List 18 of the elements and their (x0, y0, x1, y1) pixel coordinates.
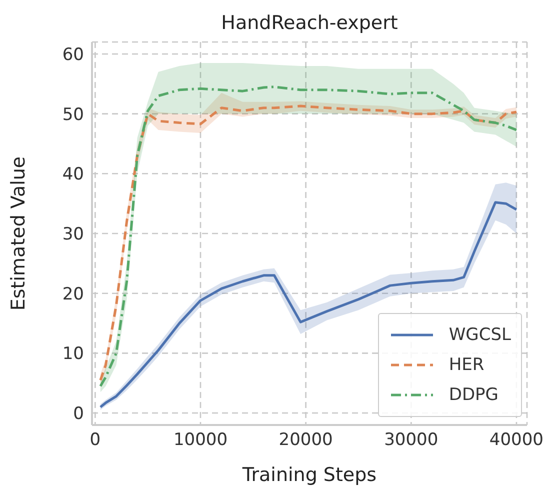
x-axis-title: Training Steps (241, 464, 377, 486)
x-tick-label: 20000 (278, 430, 333, 450)
x-tick-label: 10000 (173, 430, 228, 450)
x-tick-label: 0 (90, 430, 101, 450)
y-tick-label: 20 (62, 284, 84, 304)
y-axis-title: Estimated Value (8, 156, 30, 311)
y-tick-label: 50 (62, 104, 84, 125)
y-tick-label: 30 (62, 224, 84, 245)
y-tick-label: 40 (62, 164, 84, 185)
y-tick-label: 10 (62, 344, 84, 364)
legend-label: DDPG (448, 385, 498, 405)
legend-label: HER (448, 355, 484, 375)
legend-label: WGCSL (448, 325, 511, 345)
x-tick-label: 40000 (489, 430, 544, 450)
x-tick-label: 30000 (384, 430, 438, 450)
y-tick-label: 0 (73, 404, 84, 424)
chart-title: HandReach-expert (220, 12, 399, 34)
y-tick-label: 60 (62, 45, 84, 66)
